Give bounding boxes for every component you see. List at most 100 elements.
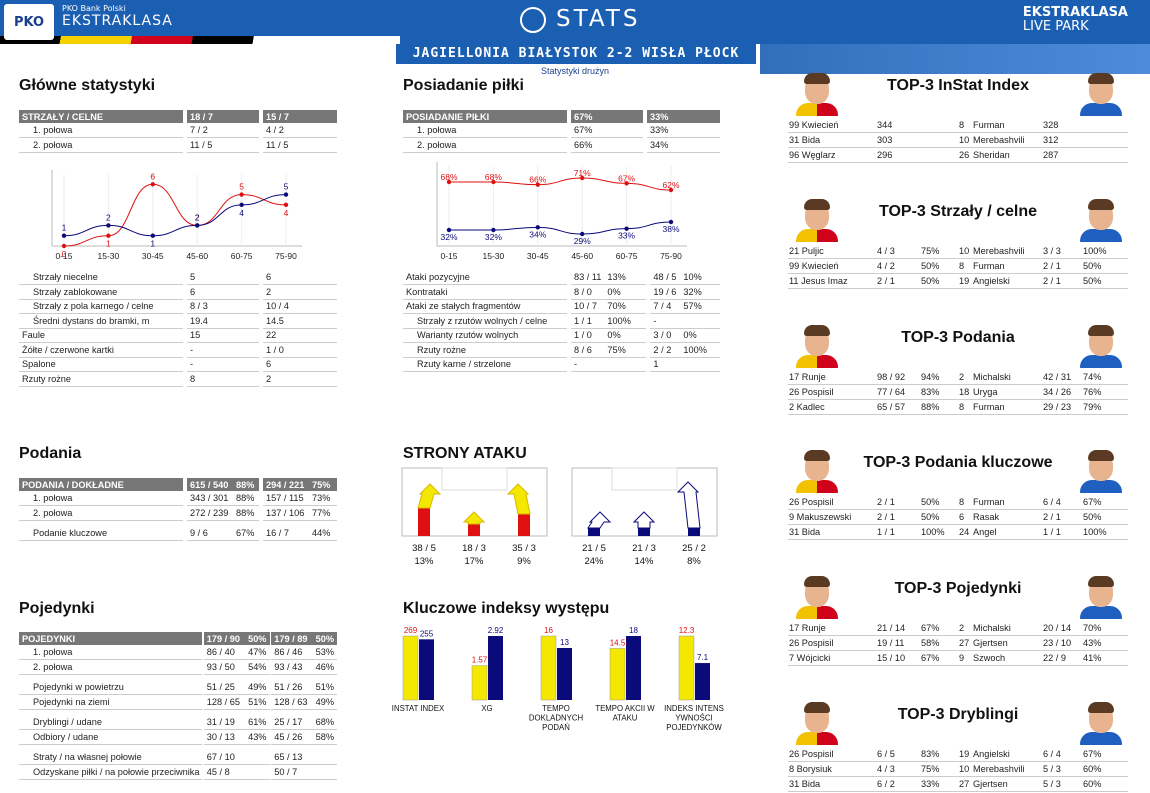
- top3-row: 2 Kadlec 65 / 57 88% 8 Furman 29 / 23 79%: [788, 399, 1128, 415]
- top3-table: 21 Puljic 4 / 3 75% 10 Merebashvili 3 / 3 100%…: [788, 244, 1128, 289]
- data-label: 1: [150, 239, 155, 249]
- home-player-avatar: [794, 699, 840, 745]
- row-home: 66%: [571, 137, 643, 153]
- row-label: Spalone: [19, 357, 183, 372]
- header-label: STRZAŁY / CELNE: [19, 110, 183, 123]
- bar-label-away: 255: [420, 629, 434, 638]
- top3-row: 99 Kwiecień 4 / 2 50% 8 Furman 2 / 1 50%: [788, 258, 1128, 274]
- home-pct: 50%: [920, 273, 958, 289]
- away-player: Angel: [972, 524, 1042, 540]
- bar-label-away: 2.92: [488, 626, 504, 635]
- home-pct: 67%: [920, 621, 958, 637]
- away-number: 10: [958, 132, 972, 148]
- row-away-value: 157 / 115: [263, 491, 309, 506]
- category-label: ATAKU: [613, 714, 638, 723]
- away-number: 24: [958, 524, 972, 540]
- row-label: Warianty rzutów wolnych: [403, 328, 567, 343]
- header-home: 67%: [571, 110, 643, 123]
- away-player: Gjertsen: [972, 635, 1042, 651]
- top3-row: 31 Bida 1 / 1 100% 24 Angel 1 / 1 100%: [788, 524, 1128, 540]
- header-away: 15 / 7: [263, 110, 337, 123]
- row-home-value: 10 / 7: [571, 299, 605, 314]
- header-right-band: [760, 44, 1150, 74]
- x-tick-label: 45-60: [186, 251, 208, 261]
- away-value: 2 / 1: [1042, 509, 1082, 525]
- bar-home: [540, 635, 557, 701]
- row-away-pct: 58%: [312, 729, 337, 745]
- table-row: Strzały zablokowane 6 2: [19, 284, 337, 300]
- penalty-area: [441, 467, 508, 491]
- row-home-pct: 47%: [245, 645, 270, 660]
- row-away-value: 65 / 13: [271, 750, 313, 765]
- row-away-pct: 73%: [309, 491, 337, 506]
- away-number: 8: [958, 399, 972, 415]
- data-label: 34%: [529, 229, 546, 239]
- away-number: 26: [958, 147, 972, 163]
- row-away: 4 / 2: [263, 123, 337, 138]
- category-label: PODAŃ: [542, 723, 570, 732]
- row-home-value: -: [571, 357, 605, 372]
- row-home-value: 86 / 40: [203, 645, 246, 660]
- away-pct: [1082, 118, 1128, 134]
- home-player: 17 Runje: [788, 621, 876, 637]
- table-row: Straty / na własnej połowie 67 / 10 65 / 1…: [19, 750, 337, 765]
- away-number: 2: [958, 370, 972, 386]
- row-label: Rzuty rożne: [403, 342, 567, 358]
- row-away-value: 3 / 0: [650, 328, 681, 343]
- data-point: [446, 179, 452, 185]
- table-row: Rzuty karne / strzelone - 1: [403, 357, 720, 372]
- away-number: 9: [958, 650, 972, 666]
- attack-pct: 13%: [414, 556, 434, 567]
- home-player: 26 Pospisil: [788, 747, 876, 763]
- row-away: 33%: [647, 123, 720, 138]
- data-label: 68%: [485, 172, 502, 182]
- series-line: [449, 221, 672, 235]
- home-player: 8 Borysiuk: [788, 761, 876, 777]
- data-label: 2: [106, 212, 111, 222]
- home-player: 31 Bida: [788, 776, 876, 792]
- top3-table: 17 Runje 98 / 92 94% 2 Michalski 42 / 31 74% 26…: [788, 370, 1128, 415]
- home-value: 21 / 14: [876, 621, 920, 637]
- home-player-avatar: [794, 573, 840, 619]
- top3-row: 26 Pospisil 77 / 64 83% 18 Uryga 34 / 26 76%: [788, 384, 1128, 400]
- table-row: Dryblingi / udane 31 / 19 61% 25 / 17 68%: [19, 715, 337, 730]
- data-point: [106, 233, 111, 238]
- row-home: 67%: [571, 123, 643, 138]
- away-pct: 60%: [1082, 776, 1128, 792]
- table-row: 1. połowa 7 / 2 4 / 2: [19, 123, 337, 138]
- row-away-3: 16 / 7: [263, 526, 309, 541]
- row-label: Strzały niecelne: [19, 270, 183, 285]
- row-home: 6: [187, 284, 259, 300]
- away-value: 20 / 14: [1042, 621, 1082, 637]
- data-point: [106, 223, 111, 228]
- key-indexes-bar-chart: 269 255 INSTAT INDEX 1.57 2.92 XG 16 13 TEMPODOK…: [392, 626, 724, 732]
- row-away-4: 44%: [309, 526, 337, 541]
- data-label: 68%: [440, 172, 457, 182]
- top3-row: 26 Pospisil 2 / 1 50% 8 Furman 6 / 4 67%: [788, 495, 1128, 511]
- away-value: 2 / 1: [1042, 273, 1082, 289]
- table-row: Ataki pozycyjne 83 / 11 13% 48 / 5 10%: [403, 270, 720, 285]
- row-away-value: 19 / 6: [650, 284, 681, 300]
- header-label: POSIADANIE PIŁKI: [403, 110, 567, 123]
- row-home-value: 8 / 6: [571, 342, 605, 358]
- attack-bar: [638, 528, 650, 536]
- row-home-pct: 100%: [604, 313, 647, 329]
- attack-arrow-icon: [417, 483, 442, 509]
- table-row: Odbiory / udane 30 / 13 43% 45 / 26 58%: [19, 729, 337, 745]
- table-row: 2. połowa 93 / 50 54% 93 / 43 46%: [19, 659, 337, 675]
- attack-pct: 24%: [584, 556, 604, 567]
- bar-away: [557, 648, 572, 700]
- livepark-line1: EKSTRAKLASA: [1022, 5, 1128, 20]
- row-away: 2: [263, 371, 337, 387]
- data-point: [150, 233, 155, 238]
- data-label: 6: [150, 171, 155, 181]
- home-pct: 67%: [920, 650, 958, 666]
- row-home: 19.4: [187, 313, 259, 329]
- row-away: 14.5: [263, 313, 337, 329]
- row-label: 2. połowa: [19, 505, 183, 521]
- row-home-pct: 75%: [604, 342, 647, 358]
- home-player: 99 Kwiecień: [788, 118, 876, 134]
- attack-pct: 14%: [634, 556, 654, 567]
- data-point: [535, 225, 540, 230]
- header-home: 179 / 90: [203, 632, 246, 645]
